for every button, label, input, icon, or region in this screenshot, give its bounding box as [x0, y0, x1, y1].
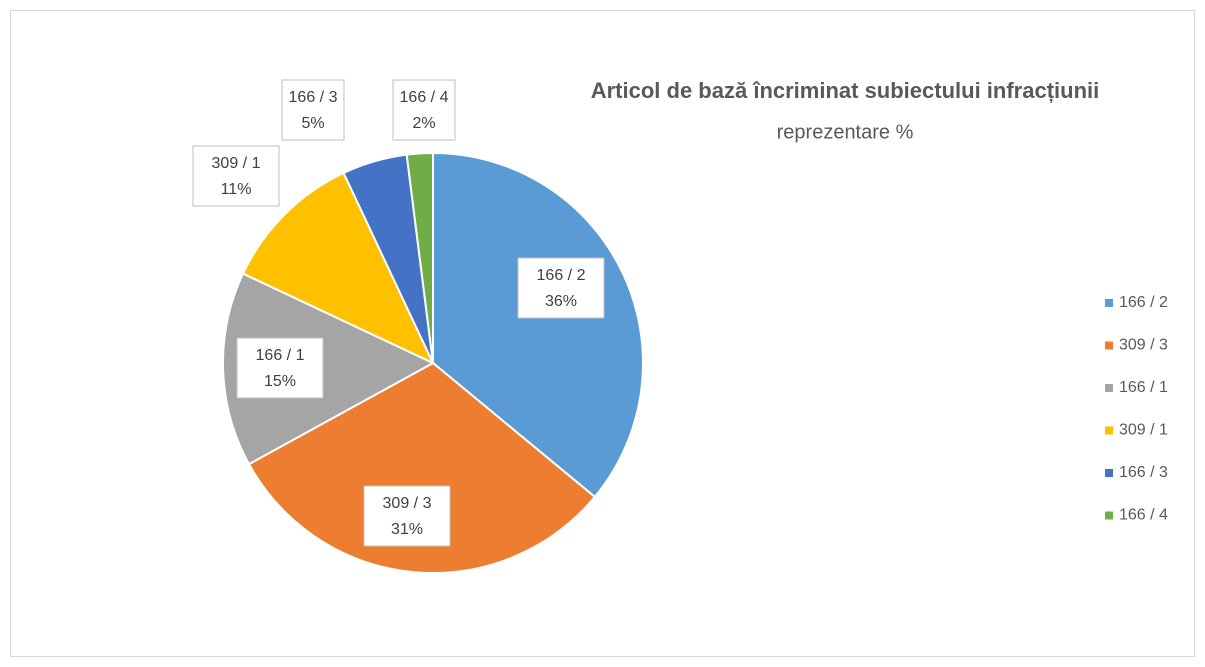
data-label-value: 5%	[301, 115, 324, 132]
data-label-box	[236, 337, 324, 399]
data-label-value: 36%	[545, 293, 577, 310]
data-label-category: 309 / 3	[383, 495, 432, 512]
pie-slice	[405, 151, 434, 364]
data-label-value: 11%	[221, 181, 252, 198]
legend-label: 166 / 1	[1119, 379, 1168, 396]
data-label-category: 166 / 1	[256, 347, 305, 364]
legend-marker	[1105, 426, 1113, 435]
data-label-category: 309 / 1	[212, 155, 261, 172]
data-label-box	[192, 145, 280, 207]
data-label-value: 31%	[391, 521, 423, 538]
legend-marker	[1105, 469, 1113, 477]
data-label-category: 166 / 4	[400, 89, 449, 106]
data-label-category: 166 / 2	[537, 267, 586, 284]
legend-marker	[1105, 341, 1113, 350]
legend-label: 166 / 2	[1119, 294, 1168, 311]
data-label-box	[392, 79, 456, 141]
data-label-value: 15%	[264, 373, 296, 390]
data-label-category: 166 / 3	[289, 89, 338, 106]
chart-subtitle: reprezentare %	[777, 121, 914, 143]
legend-label: 309 / 3	[1119, 337, 1168, 354]
legend-label: 166 / 3	[1119, 464, 1168, 481]
data-label-box	[517, 257, 605, 319]
legend-marker	[1105, 384, 1113, 392]
pie-slice	[432, 151, 644, 499]
legend-marker	[1105, 299, 1113, 307]
legend-label: 309 / 1	[1119, 422, 1168, 439]
data-label-value: 2%	[412, 115, 435, 132]
data-label-box	[363, 485, 451, 547]
pie-slice	[222, 272, 436, 466]
legend-label: 166 / 4	[1119, 507, 1168, 524]
legend-marker	[1105, 511, 1113, 520]
chart-title: Articol de bază încriminat subiectului i…	[591, 78, 1100, 103]
pie-slice	[247, 361, 597, 574]
data-label-box	[281, 79, 345, 141]
pie-slice	[241, 171, 436, 366]
